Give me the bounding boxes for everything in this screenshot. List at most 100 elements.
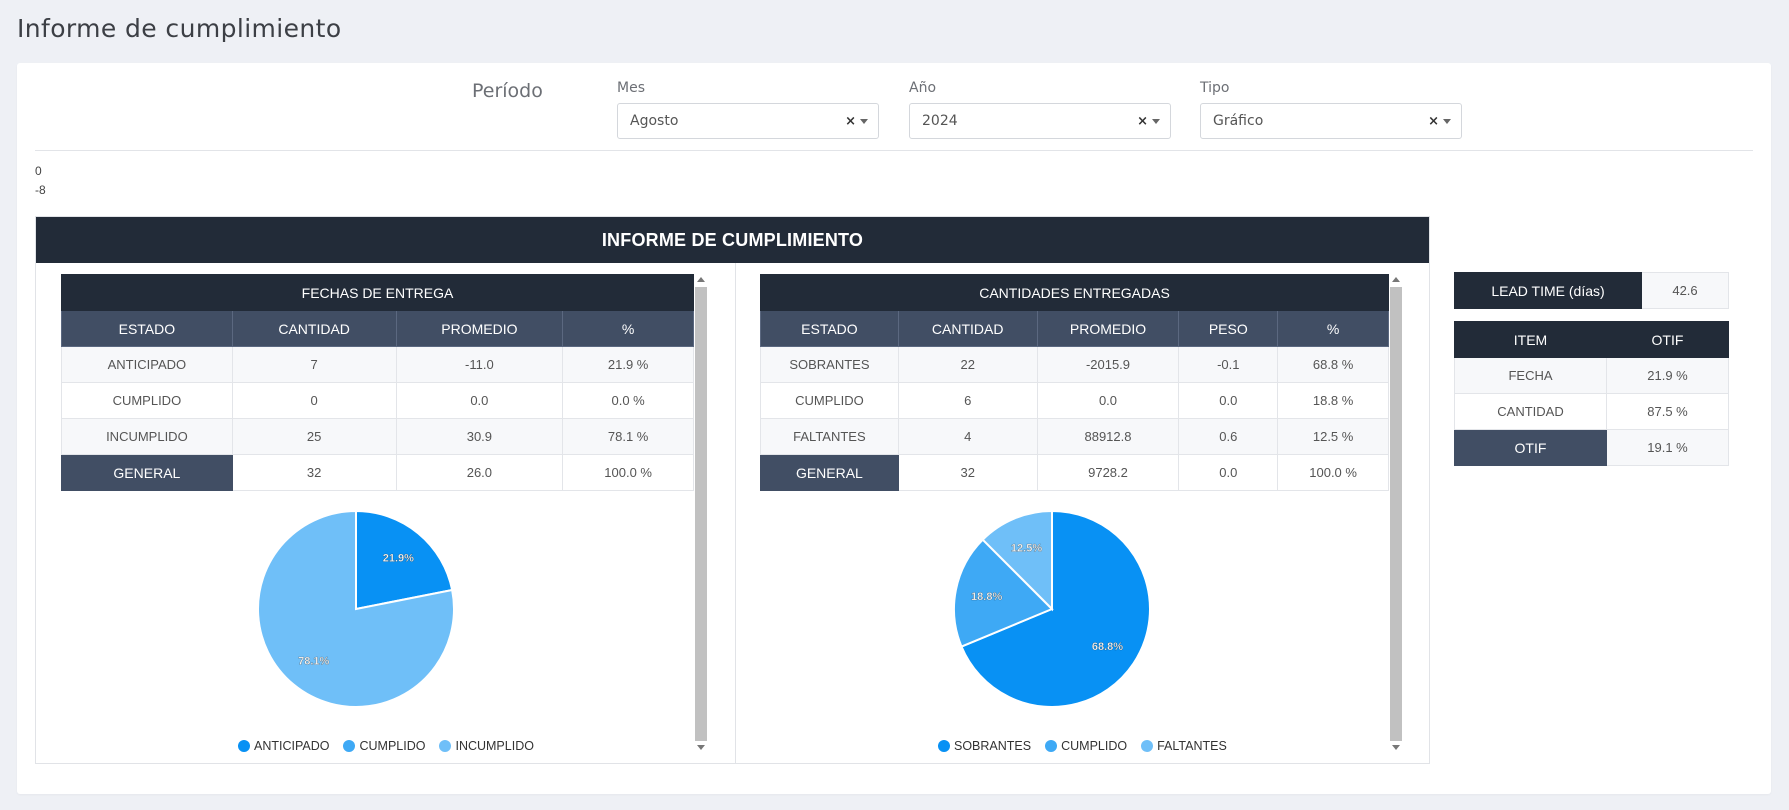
pie-slice-incumplido[interactable] (257, 509, 455, 708)
table-cell: 0 (231, 382, 397, 419)
cantidades-scrollbar[interactable] (1390, 274, 1402, 753)
table-cell: 4 (897, 418, 1038, 455)
legend-dot-icon (343, 740, 356, 752)
legend-item-incumplido[interactable]: INCUMPLIDO (439, 739, 534, 753)
table-cell: -0.1 (1178, 346, 1279, 383)
column-header: CANTIDAD (897, 310, 1038, 347)
table-row: CUMPLIDO 0 0.0 0.0 % (61, 382, 694, 419)
table-cell: 0.0 (395, 382, 564, 419)
fechas-panel: FECHAS DE ENTREGA ESTADO CANTIDAD PROMED… (36, 263, 736, 763)
scroll-up-icon[interactable] (1392, 277, 1400, 282)
cantidades-panel: CANTIDADES ENTREGADAS ESTADO CANTIDAD PR… (736, 263, 1429, 763)
table-row: FECHA 21.9 % (1454, 357, 1729, 394)
filter-mes-label: Mes (617, 80, 645, 96)
table-row-total: OTIF 19.1 % (1454, 429, 1729, 466)
fechas-table: FECHAS DE ENTREGA ESTADO CANTIDAD PROMED… (61, 274, 694, 491)
table-cell: -11.0 (395, 346, 564, 383)
table-row: SOBRANTES 22 -2015.9 -0.1 68.8 % (760, 346, 1389, 383)
fechas-pie-chart: 21.9% 78.1% (257, 509, 455, 708)
scrollbar-thumb[interactable] (1390, 287, 1402, 741)
table-cell: 26.0 (395, 454, 564, 491)
column-header: PROMEDIO (1036, 310, 1180, 347)
pie-data-label: 68.8% (1092, 641, 1123, 653)
anio-select-value: 2024 (922, 113, 958, 129)
table-cell: FECHA (1454, 357, 1607, 394)
chevron-down-icon[interactable] (1443, 118, 1451, 124)
table-cell: 21.9 % (1606, 357, 1729, 394)
fechas-pie-legend: ANTICIPADO CUMPLIDO INCUMPLIDO (238, 739, 534, 753)
table-cell: 0.0 (1036, 382, 1180, 419)
table-cell: 22 (897, 346, 1038, 383)
clear-icon[interactable]: × (845, 113, 856, 129)
table-row-total: GENERAL 32 9728.2 0.0 100.0 % (760, 454, 1389, 491)
pie-data-label: 21.9% (383, 553, 414, 565)
table-cell: 0.6 (1178, 418, 1279, 455)
lead-time-value: 42.6 (1641, 272, 1729, 309)
fechas-scrollbar[interactable] (695, 274, 707, 753)
table-cell: ANTICIPADO (61, 346, 233, 383)
table-cell: 0.0 (1178, 454, 1279, 491)
legend-label: INCUMPLIDO (455, 739, 534, 753)
scroll-up-icon[interactable] (697, 277, 705, 282)
table-cell: 12.5 % (1277, 418, 1389, 455)
clear-icon[interactable]: × (1428, 113, 1439, 129)
page-title: Informe de cumplimiento (17, 14, 342, 43)
pie-data-label: 78.1% (298, 655, 329, 667)
column-header: % (562, 310, 694, 347)
table-row: ANTICIPADO 7 -11.0 21.9 % (61, 346, 694, 383)
legend-item-cumplido[interactable]: CUMPLIDO (1045, 739, 1127, 753)
table-cell: 100.0 % (562, 454, 694, 491)
scroll-down-icon[interactable] (1392, 745, 1400, 750)
legend-dot-icon (1045, 740, 1058, 752)
pie-slice-sobrantes[interactable] (960, 509, 1151, 708)
table-cell: 78.1 % (562, 418, 694, 455)
table-cell: 18.8 % (1277, 382, 1389, 419)
table-cell: 9728.2 (1036, 454, 1180, 491)
legend-item-cumplido[interactable]: CUMPLIDO (343, 739, 425, 753)
table-row: FALTANTES 4 88912.8 0.6 12.5 % (760, 418, 1389, 455)
filter-anio: Año 2024 × (909, 80, 1171, 139)
pie-slice-cumplido[interactable] (953, 538, 1054, 648)
legend-label: ANTICIPADO (254, 739, 330, 753)
legend-item-anticipado[interactable]: ANTICIPADO (238, 739, 329, 753)
pie-slice-anticipado[interactable] (355, 509, 454, 611)
table-cell: 30.9 (395, 418, 564, 455)
cantidades-pie-legend: SOBRANTES CUMPLIDO FALTANTES (938, 739, 1227, 753)
chevron-down-icon[interactable] (860, 118, 868, 124)
table-cell: 0.0 % (562, 382, 694, 419)
table-cell: GENERAL (760, 454, 899, 491)
periodo-label: Período (472, 80, 543, 102)
tipo-select[interactable]: Gráfico × (1200, 103, 1462, 139)
table-cell: 6 (897, 382, 1038, 419)
otif-table: ITEM OTIF FECHA 21.9 % CANTIDAD 87.5 % O… (1454, 321, 1729, 466)
legend-label: CUMPLIDO (1061, 739, 1128, 753)
legend-dot-icon (238, 740, 250, 752)
report-title: INFORME DE CUMPLIMIENTO (36, 217, 1429, 263)
divider (35, 150, 1753, 151)
pie-slice-faltantes[interactable] (981, 509, 1053, 612)
filter-anio-label: Año (909, 80, 937, 96)
legend-item-faltantes[interactable]: FALTANTES (1141, 739, 1227, 753)
table-cell: CUMPLIDO (61, 382, 233, 419)
column-header: CANTIDAD (231, 310, 397, 347)
table-cell: 0.0 (1178, 382, 1279, 419)
table-cell: 68.8 % (1277, 346, 1389, 383)
table-cell: 88912.8 (1036, 418, 1180, 455)
lead-time-label: LEAD TIME (días) (1454, 272, 1642, 309)
chevron-down-icon[interactable] (1152, 118, 1160, 124)
scrollbar-thumb[interactable] (695, 287, 707, 741)
table-row: CANTIDAD 87.5 % (1454, 393, 1729, 430)
column-header: PESO (1178, 310, 1279, 347)
table-cell: 87.5 % (1606, 393, 1729, 430)
scroll-down-icon[interactable] (697, 745, 705, 750)
anio-select[interactable]: 2024 × (909, 103, 1171, 139)
filter-tipo-label: Tipo (1200, 80, 1230, 96)
mes-select[interactable]: Agosto × (617, 103, 879, 139)
legend-dot-icon (1141, 740, 1154, 752)
legend-item-sobrantes[interactable]: SOBRANTES (938, 739, 1031, 753)
clear-icon[interactable]: × (1137, 113, 1148, 129)
legend-label: CUMPLIDO (359, 739, 426, 753)
table-row-total: GENERAL 32 26.0 100.0 % (61, 454, 694, 491)
table-cell: OTIF (1454, 429, 1607, 466)
table-cell: CANTIDAD (1454, 393, 1607, 430)
